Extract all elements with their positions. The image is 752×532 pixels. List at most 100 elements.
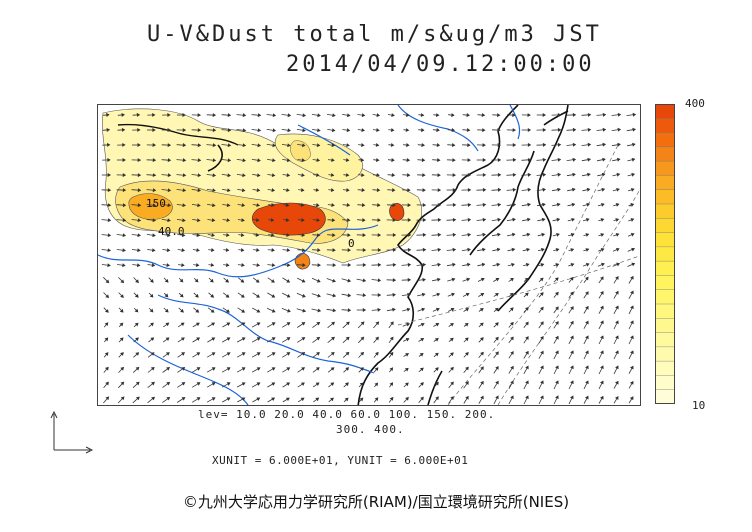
wind-vector-head xyxy=(555,365,559,370)
wind-vector-head xyxy=(197,128,202,133)
wind-vector-head xyxy=(331,143,336,148)
wind-vector-head xyxy=(211,367,216,371)
wind-vector-head xyxy=(137,218,142,223)
wind-vector-head xyxy=(420,382,424,386)
wind-vector-head xyxy=(557,113,562,118)
wind-vector-head xyxy=(286,337,291,341)
wind-vector-head xyxy=(196,397,201,401)
wind-vector-head xyxy=(256,309,261,313)
wind-vector-head xyxy=(300,397,305,402)
wind-vector-head xyxy=(616,262,620,267)
wind-vector-head xyxy=(182,112,186,118)
contour-label-0: 0 xyxy=(348,237,355,250)
wind-vector-head xyxy=(422,173,426,178)
wind-vector-head xyxy=(362,278,367,283)
wind-vector-head xyxy=(166,381,171,386)
wind-vector-head xyxy=(104,337,109,342)
wind-vector-head xyxy=(512,217,516,222)
wind-vector-head xyxy=(271,397,276,402)
wind-vector-head xyxy=(421,307,426,312)
wind-vector-head xyxy=(436,292,441,297)
wind-vector-head xyxy=(482,128,486,133)
wind-vector-head xyxy=(332,278,336,283)
wind-vector-head xyxy=(377,307,381,312)
wind-vector-head xyxy=(300,382,305,387)
wind-vector-head xyxy=(122,218,127,223)
wind-vector-head xyxy=(422,218,427,223)
wind-vector-head xyxy=(527,187,532,192)
colorbar-swatch xyxy=(655,189,675,205)
wind-vector-head xyxy=(182,188,187,193)
wind-vector-head xyxy=(287,113,292,118)
wind-vector-head xyxy=(271,188,276,193)
wind-vector-head xyxy=(452,232,457,237)
wind-vector-head xyxy=(285,397,290,402)
wind-vector-head xyxy=(437,188,442,192)
wind-vector-head xyxy=(361,188,366,193)
wind-vector-head xyxy=(437,158,441,163)
wind-vector-head xyxy=(495,351,499,356)
wind-vector-head xyxy=(197,188,202,193)
wind-vector-head xyxy=(600,290,604,295)
wind-vector-head xyxy=(301,143,306,148)
wind-vector-head xyxy=(225,248,230,252)
wind-vector-head xyxy=(152,188,157,193)
wind-vector-head xyxy=(330,382,335,386)
wind-vector-head xyxy=(557,172,562,177)
wind-vector-head xyxy=(301,337,306,341)
wind-vector-head xyxy=(497,187,502,192)
wind-vector-head xyxy=(122,203,127,208)
wind-vector-head xyxy=(389,351,394,356)
wind-vector-head xyxy=(271,322,276,326)
wind-vector-head xyxy=(301,278,306,283)
wind-vector-head xyxy=(316,278,321,283)
wind-vector-head xyxy=(392,292,396,297)
wind-vector-head xyxy=(526,232,531,237)
wind-vector-head xyxy=(152,218,157,223)
wind-vector-head xyxy=(346,128,351,133)
wind-vector-head xyxy=(167,158,172,163)
wind-vector-head xyxy=(585,233,590,237)
wind-vector-head xyxy=(510,380,514,385)
wind-vector-head xyxy=(557,187,561,192)
wind-vector-head xyxy=(134,308,139,313)
wind-vector-head xyxy=(437,232,442,237)
wind-vector-head xyxy=(450,396,454,400)
colorbar-swatch xyxy=(655,118,675,134)
wind-vector-head xyxy=(571,187,576,192)
wind-vector-head xyxy=(405,113,410,118)
wind-vector-head xyxy=(466,262,471,267)
wind-vector-head xyxy=(359,397,364,402)
wind-vector-head xyxy=(512,202,517,207)
wind-vector-head xyxy=(346,188,350,193)
wind-vector-head xyxy=(525,365,529,370)
wind-vector-head xyxy=(452,262,456,267)
wind-vector-head xyxy=(165,337,170,342)
wind-vector-head xyxy=(211,382,216,386)
wind-vector-head xyxy=(480,366,484,371)
wind-vector-head xyxy=(542,128,547,132)
wind-vector-head xyxy=(362,263,367,268)
wind-vector-head xyxy=(271,352,276,356)
wind-vector-head xyxy=(407,188,411,193)
wind-vector-head xyxy=(331,158,335,163)
wind-vector-head xyxy=(241,218,245,223)
wind-vector-head xyxy=(450,352,454,357)
wind-vector-head xyxy=(599,395,604,400)
wind-vector-head xyxy=(421,128,425,133)
wind-vector-head xyxy=(450,366,454,371)
wind-vector-head xyxy=(629,365,634,370)
wind-vector-head xyxy=(392,278,397,283)
wind-vector-head xyxy=(359,382,364,387)
colorbar-swatch xyxy=(655,218,675,234)
wind-vector-head xyxy=(151,248,156,253)
contour-levels-line1: lev= 10.0 20.0 40.0 60.0 100. 150. 200. xyxy=(198,408,496,421)
wind-vector-head xyxy=(435,396,439,401)
wind-vector-head xyxy=(121,112,125,117)
contour-label-40: 40.0 xyxy=(158,225,185,238)
wind-vector-head xyxy=(495,277,500,282)
wind-vector-head xyxy=(510,277,514,282)
wind-vector-head xyxy=(331,128,336,133)
wind-vector-head xyxy=(540,395,544,400)
wind-vector-head xyxy=(376,158,380,163)
